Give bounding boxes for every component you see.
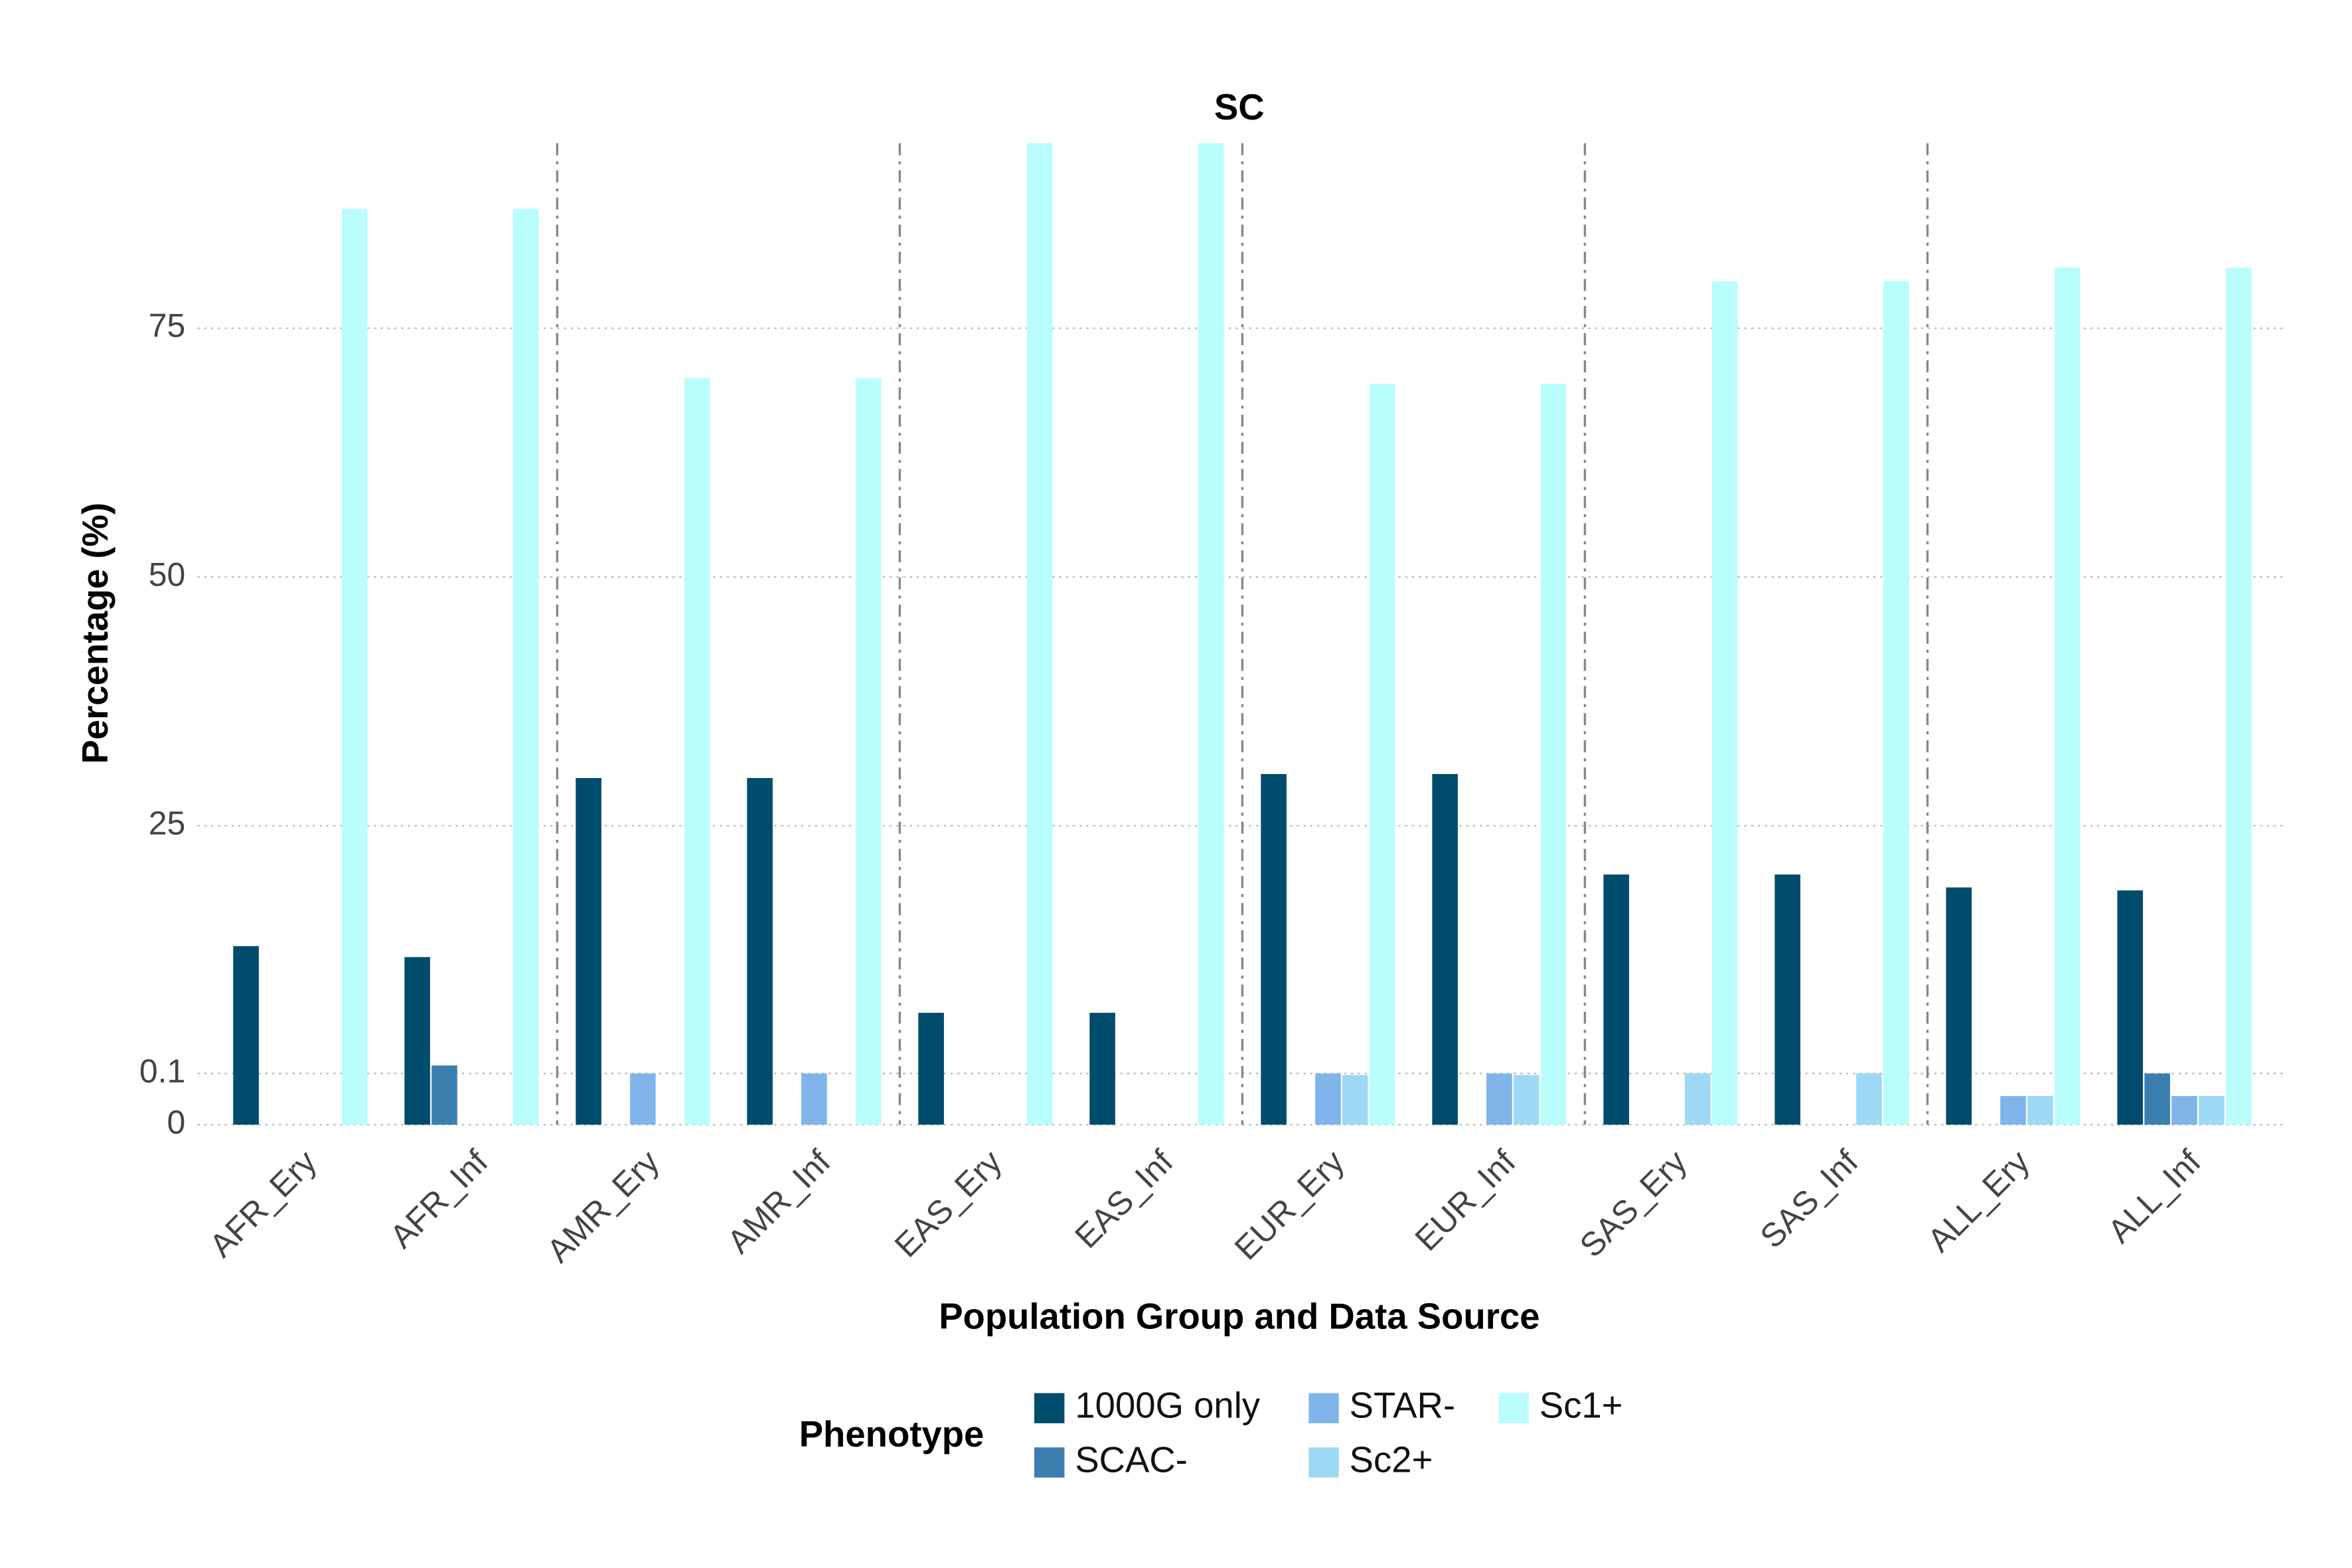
- chart-title: SC: [1214, 87, 1265, 127]
- bar: [2225, 268, 2252, 1125]
- legend-label: STAR-: [1350, 1385, 1455, 1426]
- bar: [1315, 1073, 1341, 1125]
- y-tick-label: 0.1: [139, 1052, 185, 1089]
- y-tick-label: 0: [167, 1103, 186, 1140]
- x-tick-label: SAS_Ery: [1573, 1143, 1694, 1265]
- bar: [1540, 384, 1567, 1125]
- bar: [341, 208, 368, 1125]
- legend-key: [1308, 1393, 1339, 1423]
- bar: [2054, 268, 2080, 1125]
- bar: [2027, 1096, 2053, 1125]
- y-axis-label: Percentage (%): [75, 503, 116, 764]
- bar: [1946, 887, 1972, 1125]
- legend-title: Phenotype: [799, 1414, 984, 1454]
- x-tick-label: AMR_Ery: [540, 1143, 666, 1270]
- legend-label: SCAC-: [1075, 1439, 1188, 1480]
- bar: [1026, 143, 1053, 1125]
- x-tick-label: AFR_Inf: [382, 1143, 495, 1255]
- x-tick-label: SAS_Inf: [1753, 1143, 1865, 1255]
- legend-label: 1000G only: [1075, 1385, 1261, 1426]
- x-tick-label: EAS_Inf: [1068, 1143, 1180, 1255]
- bar: [1198, 143, 1224, 1125]
- bar: [1856, 1073, 1882, 1125]
- bar: [1711, 281, 1738, 1125]
- bar: [404, 957, 430, 1125]
- bar: [1883, 281, 1909, 1125]
- bar: [684, 378, 710, 1125]
- bar: [2144, 1073, 2170, 1125]
- bar: [1089, 1012, 1115, 1125]
- bar: [1603, 874, 1630, 1125]
- x-axis-label: Population Group and Data Source: [939, 1296, 1539, 1337]
- bar: [512, 208, 539, 1125]
- legend-key: [1034, 1447, 1065, 1478]
- x-tick-label: EUR_Ery: [1227, 1143, 1352, 1267]
- bar: [747, 777, 773, 1125]
- bar: [1432, 773, 1458, 1125]
- x-tick-label: ALL_Inf: [2100, 1143, 2207, 1250]
- y-tick-label: 75: [149, 307, 186, 345]
- bar: [2117, 890, 2144, 1125]
- bar: [1261, 773, 1287, 1125]
- bar: [2199, 1096, 2225, 1125]
- bar: [1774, 874, 1801, 1125]
- x-tick-label: EUR_Inf: [1408, 1143, 1523, 1258]
- bar: [431, 1065, 457, 1125]
- bar: [801, 1073, 827, 1125]
- y-tick-label: 50: [149, 556, 186, 593]
- legend-label: Sc1+: [1539, 1385, 1623, 1426]
- x-tick-label: ALL_Ery: [1921, 1143, 2037, 1259]
- bar: [576, 777, 601, 1125]
- bar: [2000, 1096, 2026, 1125]
- bar: [1369, 384, 1395, 1125]
- bar: [1685, 1073, 1711, 1125]
- x-tick-label: AFR_Ery: [202, 1143, 324, 1265]
- legend-key: [1498, 1393, 1529, 1423]
- legend-key: [1308, 1447, 1339, 1478]
- bar: [2171, 1096, 2197, 1125]
- y-tick-label: 25: [149, 805, 186, 842]
- x-tick-label: AMR_Inf: [720, 1143, 838, 1261]
- bar: [1486, 1073, 1512, 1125]
- bar: [1514, 1075, 1539, 1125]
- legend-key: [1034, 1393, 1065, 1423]
- bar: [630, 1073, 656, 1125]
- bar: [855, 378, 882, 1125]
- bar: [918, 1012, 944, 1125]
- bar: [1342, 1075, 1368, 1125]
- bar: [233, 946, 259, 1125]
- x-tick-label: EAS_Ery: [888, 1143, 1009, 1265]
- legend-label: Sc2+: [1350, 1439, 1433, 1480]
